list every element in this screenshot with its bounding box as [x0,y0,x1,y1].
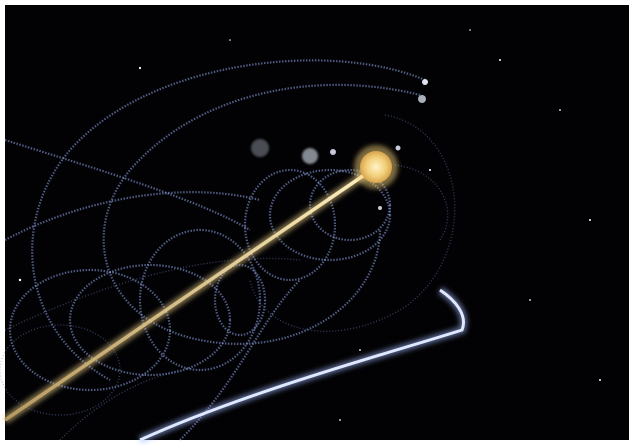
star [429,169,431,171]
planet [418,95,426,103]
sun [360,151,392,183]
star [529,299,531,301]
star [599,379,601,381]
comet-trail [138,286,468,444]
orbit [59,369,181,441]
orbits [0,59,456,441]
trail [4,165,377,422]
bodies [251,79,428,210]
orbit [4,257,301,331]
orbit [138,228,262,372]
star [229,39,231,41]
orbit [243,168,337,282]
orbit [68,263,232,377]
star [339,419,341,421]
star [469,29,471,31]
planet [395,145,401,151]
star [589,219,591,221]
planet [302,148,318,164]
orbit [308,168,392,242]
comet [139,288,465,442]
orbit [4,191,261,241]
orbit [4,138,251,231]
star [138,66,142,70]
planet [251,139,269,157]
planet [422,79,428,85]
orbit [102,83,421,345]
orbit [8,268,172,392]
star [499,59,501,61]
planet [330,149,336,155]
star [559,109,561,111]
orbit [268,168,392,262]
planet [378,206,382,210]
orbit [31,59,426,381]
star [18,278,22,282]
star [359,349,361,351]
stars [18,29,601,421]
orbit [0,324,121,416]
background [5,5,629,440]
sun-trail [2,163,379,424]
